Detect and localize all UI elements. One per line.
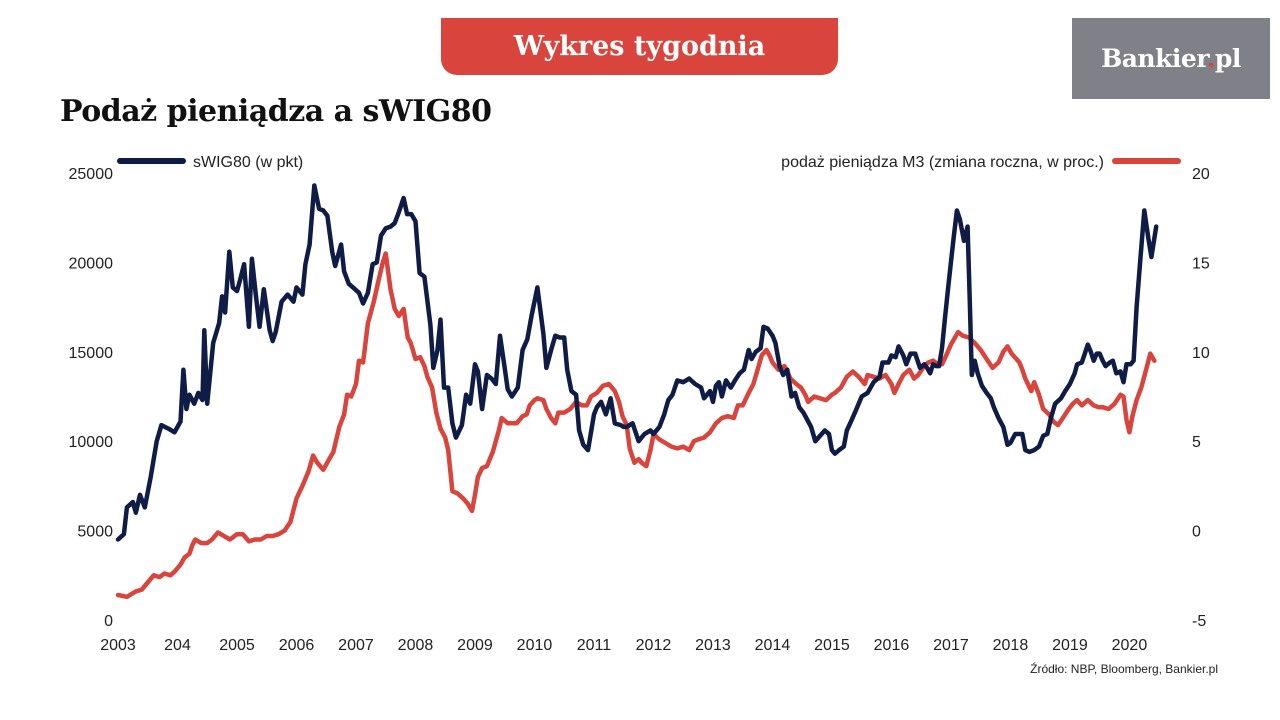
y-left-tick-label: 0 (104, 613, 113, 630)
x-tick-label: 2019 (1052, 637, 1088, 654)
x-tick-label: 2005 (219, 637, 255, 654)
logo-text: Bankier.pl (1101, 44, 1241, 73)
page-title: Podaż pieniądza a sWIG80 (60, 94, 492, 129)
legend-label-swig80: sWIG80 (w pkt) (193, 154, 303, 171)
x-tick-label: 2016 (874, 637, 910, 654)
x-tick-label: 2010 (517, 637, 553, 654)
y-right-tick-label: 10 (1192, 345, 1210, 362)
y-right-tick-label: -5 (1192, 613, 1206, 630)
y-left-tick-label: 5000 (77, 524, 113, 541)
x-tick-label: 2009 (457, 637, 493, 654)
x-tick-label: 2013 (695, 637, 731, 654)
x-tick-label: 2007 (338, 637, 374, 654)
x-tick-label: 2006 (279, 637, 315, 654)
y-left-tick-label: 10000 (69, 434, 114, 451)
legend-label-m3: podaż pieniądza M3 (zmiana roczna, w pro… (781, 154, 1104, 171)
chart-of-the-week-banner: Wykres tygodnia (441, 18, 838, 75)
banner-label: Wykres tygodnia (513, 31, 766, 62)
x-tick-label: 2020 (1112, 637, 1148, 654)
y-left-tick-label: 15000 (69, 345, 114, 362)
series-line-swig80 (115, 183, 1159, 542)
y-right-tick-label: 0 (1192, 524, 1201, 541)
y-right-tick-label: 20 (1192, 166, 1210, 183)
y-left-tick-label: 20000 (69, 255, 114, 272)
x-tick-label: 2014 (755, 637, 791, 654)
y-right-tick-label: 5 (1192, 434, 1201, 451)
y-right-tick-label: 15 (1192, 255, 1210, 272)
x-tick-label: 2015 (814, 637, 850, 654)
x-tick-label: 2011 (577, 637, 612, 654)
x-tick-label: 2003 (100, 637, 136, 654)
source-note: Źródło: NBP, Bloomberg, Bankier.pl (1030, 662, 1218, 676)
y-left-tick-label: 25000 (69, 166, 114, 183)
series-line-m3 (115, 251, 1157, 600)
bankier-logo: Bankier.pl (1072, 18, 1270, 99)
x-tick-label: 2012 (636, 637, 672, 654)
x-tick-label: 2008 (398, 637, 434, 654)
x-tick-label: 2018 (993, 637, 1029, 654)
x-tick-label: 2017 (933, 637, 969, 654)
x-tick-label: 204 (164, 637, 191, 654)
